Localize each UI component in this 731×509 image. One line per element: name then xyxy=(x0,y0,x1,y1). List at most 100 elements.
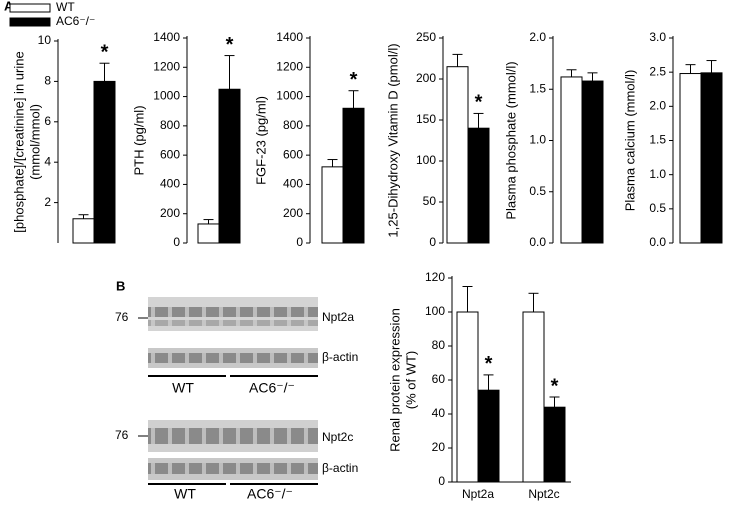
bar xyxy=(477,389,500,483)
y-tick-label: 100 xyxy=(416,153,436,167)
y-tick-label: 600 xyxy=(283,147,303,161)
y-tick-label: 0 xyxy=(173,235,180,249)
y-tick-label: 100 xyxy=(425,304,445,318)
significance-mark: * xyxy=(485,353,493,375)
y-tick-label: 10 xyxy=(38,33,52,47)
group-label: AC6⁻/⁻ xyxy=(247,486,293,502)
y-tick-label: 200 xyxy=(283,206,303,220)
significance-mark: * xyxy=(475,92,483,114)
y-tick-label: 1000 xyxy=(276,89,303,103)
y-tick-label: 0.0 xyxy=(649,235,666,249)
significance-mark: * xyxy=(226,34,234,56)
bar xyxy=(342,107,365,244)
y-tick-label: 40 xyxy=(432,406,446,420)
control-label: β-actin xyxy=(322,350,358,364)
y-tick-label: 800 xyxy=(283,118,303,132)
bar xyxy=(197,223,220,244)
legend-label: AC6⁻/⁻ xyxy=(56,14,95,28)
y-tick-label: 50 xyxy=(423,194,437,208)
y-tick-label: 0 xyxy=(438,474,445,488)
bar xyxy=(522,311,545,483)
y-tick-label: 0 xyxy=(429,235,436,249)
x-tick-label: Npt2a xyxy=(462,487,494,501)
y-axis-label: (% of WT) xyxy=(403,351,418,410)
panel-label: B xyxy=(116,278,125,293)
y-tick-label: 2 xyxy=(44,195,51,209)
bar xyxy=(543,406,566,483)
y-tick-label: 150 xyxy=(416,112,436,126)
y-tick-label: 1200 xyxy=(153,59,180,73)
y-axis-label: Renal protein expression xyxy=(387,308,402,452)
y-axis-label: PTH (pg/ml) xyxy=(131,105,146,175)
y-tick-label: 1.0 xyxy=(649,167,666,181)
group-label: AC6⁻/⁻ xyxy=(249,380,295,396)
y-tick-label: 1.5 xyxy=(529,81,546,95)
band xyxy=(148,307,318,317)
marker-label: 76 xyxy=(115,310,129,324)
bar xyxy=(218,88,241,244)
y-tick-label: 1200 xyxy=(276,59,303,73)
y-tick-label: 80 xyxy=(432,338,446,352)
target-label: Npt2a xyxy=(322,310,354,324)
y-tick-label: 0.0 xyxy=(529,235,546,249)
bar xyxy=(560,76,583,244)
y-tick-label: 200 xyxy=(160,206,180,220)
y-tick-label: 200 xyxy=(416,71,436,85)
y-tick-label: 1.0 xyxy=(529,133,546,147)
blot-1: 76 Npt2a β-actin WT AC6⁻/⁻ xyxy=(115,297,358,396)
y-axis-label: (mmol/mmol) xyxy=(27,104,42,180)
bar xyxy=(581,80,604,244)
x-tick-label: Npt2c xyxy=(528,487,559,501)
y-tick-label: 600 xyxy=(160,147,180,161)
y-tick-label: 250 xyxy=(416,30,436,44)
y-tick-label: 4 xyxy=(44,154,51,168)
y-axis-label: Plasma phosphate (mmol/l) xyxy=(503,61,518,219)
y-tick-label: 120 xyxy=(425,270,445,284)
legend-swatch xyxy=(9,3,51,13)
band xyxy=(148,428,318,444)
legend-swatch xyxy=(9,17,51,27)
y-tick-label: 6 xyxy=(44,114,51,128)
y-tick-label: 400 xyxy=(283,177,303,191)
significance-mark: * xyxy=(350,69,358,91)
y-axis-label: FGF-23 (pg/ml) xyxy=(253,96,268,185)
bar xyxy=(700,72,723,244)
bar xyxy=(72,218,95,244)
bar xyxy=(93,80,116,244)
y-tick-label: 2.0 xyxy=(529,30,546,44)
marker-label: 76 xyxy=(115,428,129,442)
y-tick-label: 0 xyxy=(296,235,303,249)
bar xyxy=(456,311,479,483)
y-axis-label: [phosphate]/[creatinine] in urine xyxy=(11,51,26,232)
y-tick-label: 800 xyxy=(160,118,180,132)
y-tick-label: 1000 xyxy=(153,89,180,103)
group-label: WT xyxy=(174,486,196,502)
bar xyxy=(467,127,490,244)
significance-mark: * xyxy=(551,375,559,397)
bar xyxy=(679,73,702,244)
y-tick-label: 20 xyxy=(432,440,446,454)
legend-label: WT xyxy=(56,0,75,14)
y-tick-label: 60 xyxy=(432,372,446,386)
band xyxy=(148,353,318,363)
bar xyxy=(446,66,469,244)
band xyxy=(148,463,318,474)
y-tick-label: 1.5 xyxy=(649,133,666,147)
y-tick-label: 1400 xyxy=(276,30,303,44)
group-label: WT xyxy=(172,380,194,396)
control-label: β-actin xyxy=(322,461,358,475)
y-axis-label: 1,25-Dihydroxy Vitamin D (pmol/l) xyxy=(385,43,400,237)
band xyxy=(148,320,318,326)
y-tick-label: 2.0 xyxy=(649,99,666,113)
y-axis-label: Plasma calcium (mmol/l) xyxy=(622,70,637,212)
y-tick-label: 2.5 xyxy=(649,64,666,78)
blot-2: 76 Npt2c β-actin WT AC6⁻/⁻ xyxy=(115,420,358,502)
bar xyxy=(321,166,344,244)
y-tick-label: 3.0 xyxy=(649,30,666,44)
target-label: Npt2c xyxy=(322,430,353,444)
y-tick-label: 1400 xyxy=(153,30,180,44)
y-tick-label: 0.5 xyxy=(529,184,546,198)
y-tick-label: 0.5 xyxy=(649,201,666,215)
